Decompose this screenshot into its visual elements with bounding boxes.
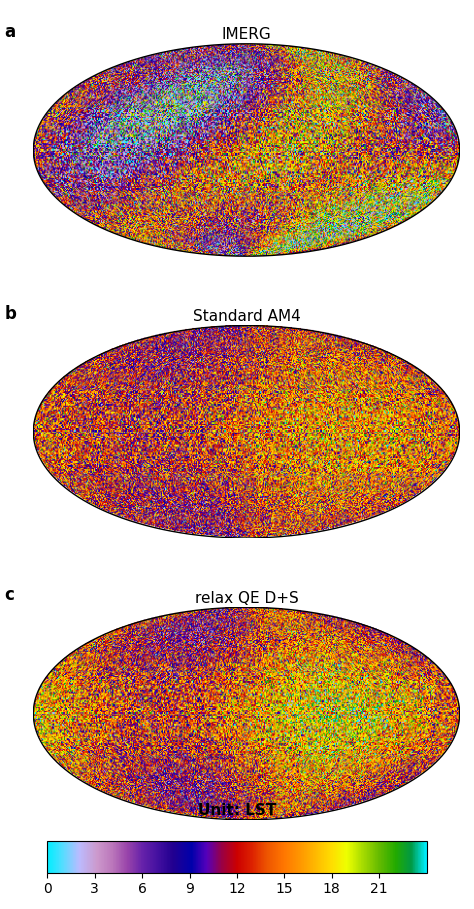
Text: a: a (5, 23, 16, 41)
Text: Unit: LST: Unit: LST (198, 803, 276, 818)
Title: IMERG: IMERG (222, 27, 271, 42)
Title: relax QE D+S: relax QE D+S (195, 591, 298, 605)
Text: c: c (5, 586, 15, 604)
Text: b: b (5, 305, 17, 323)
Title: Standard AM4: Standard AM4 (192, 309, 301, 324)
